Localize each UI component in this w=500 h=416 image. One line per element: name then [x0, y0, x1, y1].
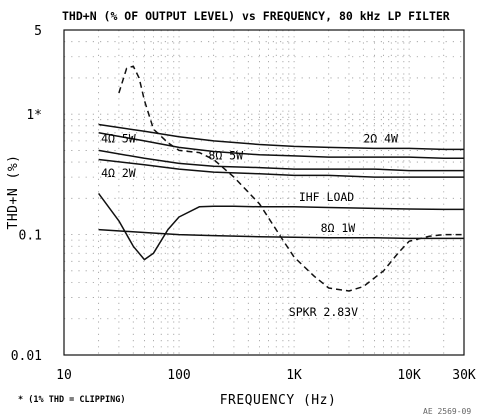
- y-axis-label: THD+N (%): [6, 155, 21, 230]
- x-tick-label: 30K: [452, 368, 476, 383]
- series-line: [118, 65, 464, 292]
- series-label: IHF LOAD: [299, 190, 354, 204]
- x-tick-label: 100: [167, 368, 190, 383]
- series-label: 4Ω 5W: [101, 132, 136, 146]
- x-tick-label: 10K: [397, 368, 421, 383]
- figure-code: AE 2569-09: [423, 407, 471, 416]
- series-line: [98, 158, 464, 178]
- x-tick-labels: 10 100 1K 10K 30K: [56, 368, 476, 383]
- y-tick-label: 0.01: [11, 349, 42, 364]
- footnote: * (1% THD = CLIPPING): [18, 395, 125, 405]
- y-tick-label: 5: [34, 24, 42, 39]
- series-label: SPKR 2.83V: [289, 305, 358, 319]
- series-line: [98, 132, 464, 160]
- x-tick-label: 1K: [286, 368, 302, 383]
- series-label: 8Ω 1W: [321, 221, 356, 235]
- plot-frame: [63, 29, 465, 356]
- y-tick-labels: 5 1* 0.1 0.01: [11, 24, 42, 364]
- series-label: 4Ω 2W: [101, 166, 136, 180]
- series-label: 8Ω 5W: [208, 149, 243, 163]
- x-tick-label: 10: [56, 368, 72, 383]
- series-line: [98, 149, 464, 172]
- series-line: [98, 123, 464, 151]
- y-tick-label: 0.1: [19, 229, 42, 244]
- chart-title: THD+N (% OF OUTPUT LEVEL) vs FREQUENCY, …: [62, 9, 450, 23]
- series-group: 2Ω 4W 4Ω 5W 8Ω 5W 4Ω 2W IHF LOAD 8Ω 1W SPKR 2.…: [97, 65, 464, 319]
- x-axis-label: FREQUENCY (Hz): [220, 393, 337, 408]
- series-label: 2Ω 4W: [363, 132, 398, 146]
- y-tick-label: 1*: [26, 108, 42, 123]
- series-line: [97, 192, 464, 261]
